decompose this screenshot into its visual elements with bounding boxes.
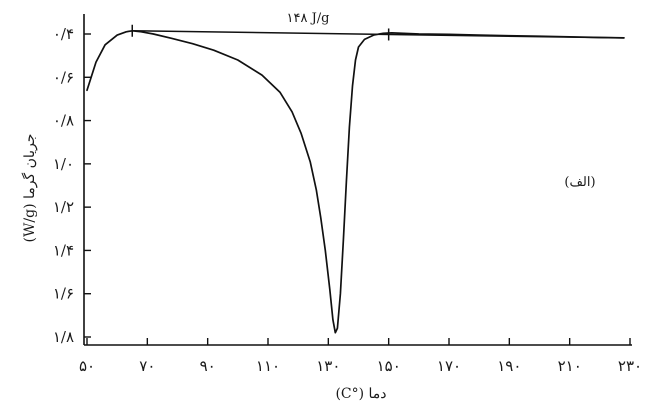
x-tick-label: ۹۰: [200, 357, 216, 375]
axes: [83, 14, 632, 346]
x-tick-label: ۱۳۰: [316, 357, 340, 375]
plot-marks: [86, 24, 625, 334]
y-ticks: ۰/۴ ۰/۶ ۰/۸ ۱/۰ ۱/۲ ۱/۴ ۱/۶ ۱/۸: [53, 25, 91, 346]
x-tick-label: ۲۱۰: [558, 357, 582, 375]
x-tick-label: ۵۰: [79, 357, 95, 375]
y-axis-title: جریان گرما (W/g): [21, 134, 38, 243]
series-line: [86, 29, 625, 334]
x-tick-label: ۱۱۰: [256, 357, 280, 375]
y-tick-label: ۱/۸: [53, 328, 74, 346]
x-tick-label: ۱۵۰: [377, 357, 401, 375]
enthalpy-annotation: ۱۴۸ J/g: [287, 11, 330, 26]
x-axis-title: دما (°C): [335, 386, 386, 402]
y-tick-label: ۰/۸: [53, 112, 74, 130]
y-tick-label: ۱/۰: [53, 155, 74, 173]
y-tick-label: ۰/۴: [53, 25, 74, 43]
x-ticks: ۵۰ ۷۰ ۹۰ ۱۱۰ ۱۳۰ ۱۵۰ ۱۷۰ ۱۹۰ ۲۱۰ ۲۳۰: [79, 338, 642, 375]
y-tick-label: ۰/۶: [53, 68, 74, 86]
x-tick-label: ۱۷۰: [437, 357, 461, 375]
x-tick-label: ۲۳۰: [618, 357, 642, 375]
panel-label: (الف): [564, 175, 595, 190]
y-tick-label: ۱/۶: [53, 285, 74, 303]
x-tick-label: ۷۰: [139, 357, 155, 375]
y-tick-label: ۱/۲: [53, 198, 74, 216]
x-tick-label: ۱۹۰: [497, 357, 521, 375]
y-tick-label: ۱/۴: [53, 241, 74, 259]
